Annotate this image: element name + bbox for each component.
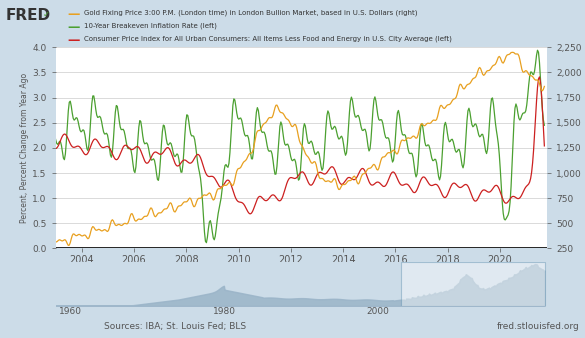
Text: ✓: ✓	[43, 9, 50, 19]
Bar	[401, 262, 545, 306]
Text: Sources: IBA; St. Louis Fed; BLS: Sources: IBA; St. Louis Fed; BLS	[105, 321, 246, 331]
Text: —: —	[67, 21, 80, 34]
Text: —: —	[67, 8, 80, 21]
Text: Consumer Price Index for All Urban Consumers: All Items Less Food and Energy in : Consumer Price Index for All Urban Consu…	[84, 35, 452, 42]
Y-axis label: Percent, Percent Change from Year Ago: Percent, Percent Change from Year Ago	[20, 73, 29, 223]
Text: FRED: FRED	[6, 8, 51, 23]
Text: —: —	[67, 34, 80, 47]
Text: 10-Year Breakeven Inflation Rate (left): 10-Year Breakeven Inflation Rate (left)	[84, 22, 216, 29]
Text: Gold Fixing Price 3:00 P.M. (London time) in London Bullion Market, based in U.S: Gold Fixing Price 3:00 P.M. (London time…	[84, 9, 417, 16]
Text: fred.stlouisfed.org: fred.stlouisfed.org	[497, 321, 579, 331]
